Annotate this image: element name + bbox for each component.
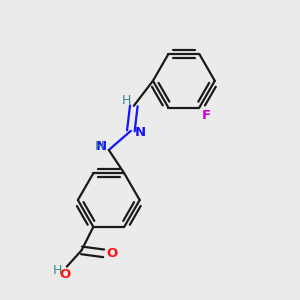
Text: H: H — [95, 140, 104, 153]
Text: H: H — [52, 264, 62, 277]
Text: F: F — [202, 109, 211, 122]
Text: H: H — [122, 94, 131, 107]
Text: O: O — [60, 268, 71, 281]
Text: O: O — [106, 247, 117, 260]
Text: N: N — [134, 126, 146, 139]
Text: N: N — [96, 140, 107, 153]
